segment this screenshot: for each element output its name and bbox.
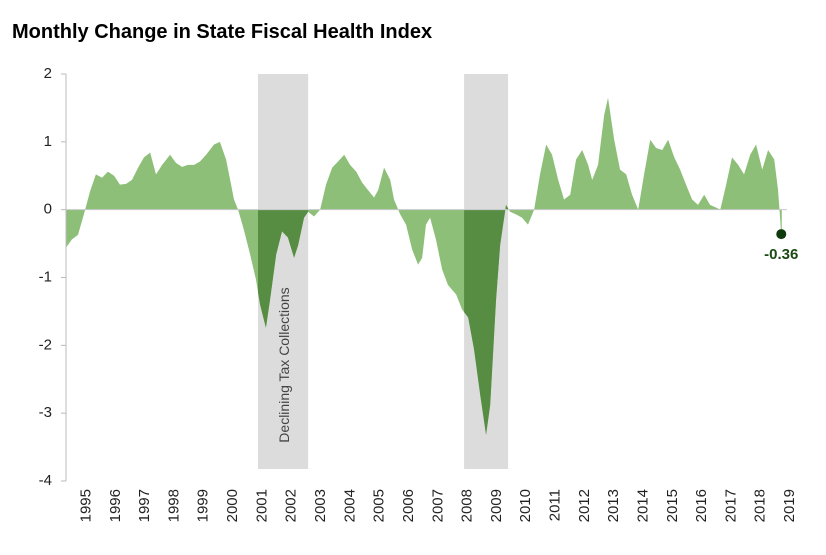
x-tick-label: 2017 (722, 489, 739, 522)
x-tick-label: 2015 (664, 489, 681, 522)
x-tick-label: 2006 (400, 489, 417, 522)
x-tick-label: 2000 (224, 489, 241, 522)
x-tick-label: 2019 (781, 489, 798, 522)
x-tick-label: 2018 (752, 489, 769, 522)
y-tick-label: 1 (44, 133, 52, 150)
x-tick-label: 1997 (136, 489, 153, 522)
x-tick-label: 2004 (341, 489, 358, 522)
x-tick-label: 2003 (312, 489, 329, 522)
y-tick-label: -1 (39, 268, 52, 285)
y-tick-label: -4 (39, 472, 52, 489)
band-label: Declining Tax Collections (276, 287, 292, 442)
x-tick-label: 2008 (459, 489, 476, 522)
x-tick-label: 1999 (195, 489, 212, 522)
x-tick-label: 2014 (634, 489, 651, 522)
x-tick-label: 2005 (371, 489, 388, 522)
highlight-area (258, 97, 509, 435)
x-tick-label: 1998 (165, 489, 182, 522)
x-tick-label: 2012 (576, 489, 593, 522)
y-tick-label: -2 (39, 336, 52, 353)
x-tick-label: 2013 (605, 489, 622, 522)
x-tick-label: 2011 (547, 489, 564, 521)
x-tick-label: 2002 (283, 489, 300, 522)
y-tick-label: -3 (39, 404, 52, 421)
x-tick-label: 2010 (517, 489, 534, 522)
x-tick-label: 2001 (253, 489, 270, 522)
x-tick-label: 2009 (488, 489, 505, 522)
chart-title: Monthly Change in State Fiscal Health In… (12, 21, 432, 43)
area (66, 97, 782, 435)
x-tick-label: 2016 (693, 489, 710, 522)
data-label: -0.36 (764, 246, 798, 263)
y-tick-label: 2 (44, 65, 52, 82)
x-tick-label: 1995 (77, 489, 94, 522)
last-point (776, 229, 787, 240)
x-tick-label: 2007 (429, 489, 446, 522)
y-tick-label: 0 (44, 201, 52, 218)
x-tick-label: 1996 (107, 489, 124, 522)
